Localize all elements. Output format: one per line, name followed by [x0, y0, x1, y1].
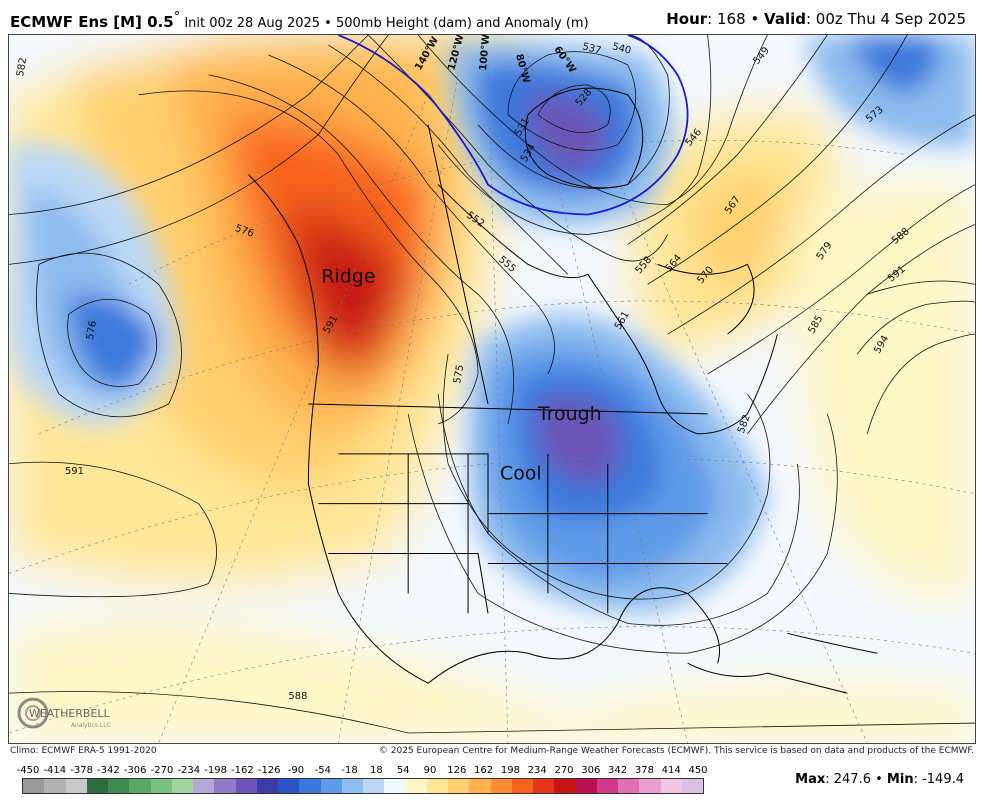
- colorbar-swatch: [490, 779, 512, 793]
- colorbar-swatch: [618, 779, 640, 793]
- degree-mark: °: [173, 10, 181, 25]
- min-label: Min: [886, 772, 914, 787]
- colorbar-swatch: [299, 779, 321, 793]
- colorbar-tick-label: 270: [554, 765, 574, 776]
- colorbar-swatch: [660, 779, 682, 793]
- colorbar-tick-label: -54: [314, 765, 331, 776]
- colorbar-swatch: [214, 779, 236, 793]
- colorbar-tick-label: 198: [500, 765, 520, 776]
- cool-annotation: Cool: [500, 463, 542, 485]
- colorbar-tick-label: -234: [177, 765, 201, 776]
- colorbar-tick-label: -162: [231, 765, 254, 776]
- colorbar-swatch: [108, 779, 130, 793]
- colorbar-tick-label: -378: [70, 765, 93, 776]
- colorbar-tick-label: 162: [474, 765, 494, 776]
- colorbar: [22, 778, 704, 794]
- valid-label: Valid: [764, 10, 806, 28]
- colorbar-swatch: [86, 779, 108, 793]
- colorbar-swatch: [171, 779, 193, 793]
- coastlines-borders: [248, 87, 878, 694]
- graticule-label: 100°W: [478, 34, 492, 71]
- colorbar-tick-labels: -450 -414 -378 -342 -306 -270 -234 -198 -162 -126…: [16, 765, 708, 777]
- colorbar-swatch: [533, 779, 555, 793]
- colorbar-swatch: [469, 779, 491, 793]
- colorbar-swatch: [384, 779, 406, 793]
- colorbar-swatch: [681, 779, 703, 793]
- contour-label: 575: [452, 364, 466, 385]
- valid-value: : 00z Thu 4 Sep 2025: [805, 10, 966, 28]
- colorbar-tick-label: -306: [123, 765, 147, 776]
- ridge-annotation: Ridge: [321, 265, 375, 287]
- hour-label: Hour: [666, 10, 708, 28]
- colorbar-tick-label: -342: [97, 765, 120, 776]
- colorbar-swatch: [341, 779, 363, 793]
- colorbar-swatch: [511, 779, 533, 793]
- colorbar-tick-label: -198: [204, 765, 227, 776]
- valid-time: Hour: 168 • Valid: 00z Thu 4 Sep 2025: [666, 10, 966, 28]
- colorbar-tick-label: -450: [16, 765, 40, 776]
- contour-label: 576: [85, 320, 99, 341]
- colorbar-tick-label: 18: [370, 765, 383, 776]
- colorbar-swatch: [554, 779, 576, 793]
- colorbar-swatch: [575, 779, 597, 793]
- contour-label: 591: [65, 466, 84, 477]
- copyright-note: © 2025 European Centre for Medium-Range …: [378, 746, 974, 756]
- trough-annotation: Trough: [537, 403, 602, 425]
- colorbar-tick-label: 234: [527, 765, 547, 776]
- height-contours: [9, 35, 975, 734]
- max-min-stats: Max: 247.6 • Min: -149.4: [795, 772, 964, 787]
- colorbar-swatch: [639, 779, 661, 793]
- colorbar-tick-label: 90: [423, 765, 437, 776]
- colorbar-swatch: [256, 779, 278, 793]
- colorbar-tick-label: -270: [150, 765, 174, 776]
- min-value: : -149.4: [913, 772, 964, 787]
- contour-label: 582: [15, 57, 29, 78]
- colorbar-swatch: [65, 779, 87, 793]
- logo-text: WEATHERBELL: [29, 707, 111, 720]
- colorbar-swatch: [320, 779, 342, 793]
- map-panel: 582 576 576 591 591 588 552 555 558 564 …: [8, 34, 976, 744]
- contour-label: 588: [288, 691, 307, 702]
- colorbar-swatch: [405, 779, 427, 793]
- hour-value: : 168 •: [707, 10, 760, 28]
- colorbar-tick-label: 126: [447, 765, 467, 776]
- colorbar-swatch: [129, 779, 151, 793]
- colorbar-swatch: [448, 779, 470, 793]
- weatherbell-logo: WEATHERBELL Analytics LLC: [17, 697, 111, 729]
- contour-label: 537: [581, 41, 602, 57]
- colorbar-tick-label: -126: [257, 765, 281, 776]
- max-value: : 247.6 •: [825, 772, 883, 787]
- colorbar-tick-label: -18: [341, 765, 358, 776]
- colorbar-tick-label: 378: [634, 765, 654, 776]
- colorbar-tick-label: 54: [396, 765, 410, 776]
- colorbar-tick-label: 414: [661, 765, 681, 776]
- climo-note: Climo: ECMWF ERA-5 1991-2020: [10, 746, 157, 756]
- colorbar-tick-label: 342: [608, 765, 628, 776]
- map-title: ECMWF Ens [M] 0.5° Init 00z 28 Aug 2025 …: [10, 10, 589, 31]
- colorbar-tick-label: 450: [688, 765, 708, 776]
- graticule: [9, 54, 975, 743]
- contour-label: 540: [611, 41, 632, 57]
- max-label: Max: [795, 772, 826, 787]
- colorbar-swatch: [44, 779, 66, 793]
- colorbar-swatch: [23, 779, 45, 793]
- colorbar-swatch: [363, 779, 385, 793]
- colorbar-swatch: [596, 779, 618, 793]
- positive-anomaly-shading: [9, 35, 975, 743]
- colorbar-swatch: [150, 779, 172, 793]
- init-description: Init 00z 28 Aug 2025 • 500mb Height (dam…: [180, 16, 589, 31]
- colorbar-tick-label: -414: [43, 765, 67, 776]
- model-name: ECMWF Ens [M] 0.5: [10, 13, 174, 31]
- colorbar-swatch: [278, 779, 300, 793]
- 540-dam-contour: [337, 35, 689, 216]
- annotations: Ridge Trough Cool: [321, 265, 601, 484]
- colorbar-swatch: [426, 779, 448, 793]
- colorbar-swatch: [193, 779, 215, 793]
- colorbar-tick-label: -90: [287, 765, 305, 776]
- colorbar-swatch: [235, 779, 257, 793]
- logo-tagline: Analytics LLC: [71, 722, 111, 729]
- colorbar-tick-label: 306: [581, 765, 601, 776]
